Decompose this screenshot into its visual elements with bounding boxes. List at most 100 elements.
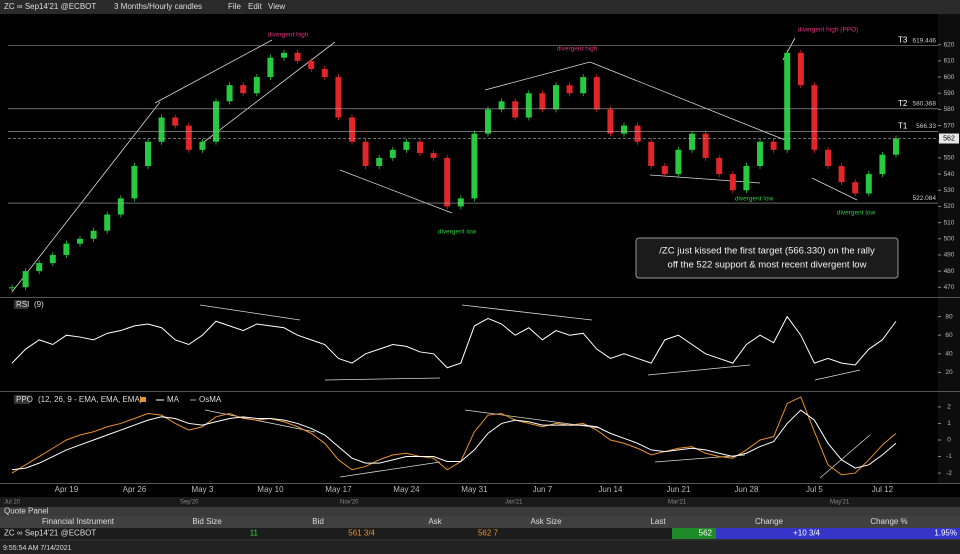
candle — [267, 58, 273, 77]
change-pct: 1.95% — [934, 529, 957, 538]
x-tick-label: Jun 21 — [666, 485, 691, 494]
instrument[interactable]: ZC ∞ Sep14'21 @ECBOT — [4, 529, 96, 538]
candle — [281, 53, 287, 58]
candle — [553, 85, 559, 109]
y-tick-label: 510 — [944, 219, 955, 226]
x-tick-label: Jul 12 — [872, 485, 894, 494]
y-tick-label: 570 — [944, 122, 955, 129]
candle — [444, 158, 450, 207]
candle — [716, 158, 722, 174]
candle — [335, 77, 341, 117]
candle — [635, 126, 641, 142]
candle — [322, 69, 328, 77]
legend-entry: MA — [167, 395, 180, 404]
column-header: Bid — [312, 517, 324, 526]
y-tick-label: 610 — [944, 58, 955, 65]
candle — [526, 93, 532, 117]
level-value: 619.446 — [913, 37, 937, 44]
candle — [104, 215, 110, 231]
x-tick-label: Jul 5 — [806, 485, 823, 494]
overview-label: Jan'21 — [505, 500, 523, 506]
candle — [417, 142, 423, 153]
y-tick-label: -1 — [946, 453, 952, 460]
candle — [675, 150, 681, 174]
menu-item[interactable]: Edit — [248, 2, 263, 11]
candle — [485, 109, 491, 133]
candle — [730, 174, 736, 190]
candle — [376, 158, 382, 166]
level-value: 580.368 — [913, 101, 937, 108]
candle — [607, 109, 613, 133]
legend-entry: OsMA — [199, 395, 222, 404]
candle — [458, 198, 464, 206]
candle — [471, 134, 477, 199]
candle — [811, 85, 817, 150]
annotation: divergent high — [557, 46, 598, 53]
note-box — [636, 238, 898, 278]
current-price-label: 562 — [943, 135, 955, 142]
candle — [91, 231, 97, 239]
bid-size: 11 — [250, 529, 259, 538]
candle — [580, 77, 586, 93]
panel-header: Quote Panel — [4, 507, 49, 516]
y-tick-label: 2 — [947, 404, 951, 411]
level-value: 522.084 — [913, 195, 937, 202]
candle — [254, 77, 260, 93]
y-tick-label: 530 — [944, 187, 955, 194]
y-tick-label: 480 — [944, 268, 955, 275]
candle — [77, 239, 83, 244]
panel-title: RSI — [16, 300, 29, 309]
candle — [186, 126, 192, 150]
menu-item[interactable]: File — [228, 2, 241, 11]
bid: 561 3/4 — [348, 529, 375, 538]
candle — [839, 166, 845, 182]
last: 562 — [699, 529, 713, 538]
status-bar — [0, 541, 960, 554]
y-tick-label: 0 — [947, 437, 951, 444]
candle — [431, 153, 437, 158]
candle — [240, 85, 246, 93]
x-tick-label: May 24 — [393, 485, 420, 494]
overview-label: Sep'20 — [180, 500, 199, 506]
y-tick-label: 40 — [945, 351, 953, 358]
candle — [825, 150, 831, 166]
annotation: divergent low — [438, 229, 477, 236]
symbol[interactable]: ZC ∞ Sep14'21 @ECBOT — [4, 2, 96, 11]
y-tick-label: 490 — [944, 252, 955, 259]
annotation: divergent high (PPO) — [798, 27, 859, 34]
candle — [227, 85, 233, 101]
level-value: 566.33 — [916, 123, 936, 130]
candle — [118, 198, 124, 214]
annotation: divergent low — [837, 210, 876, 217]
candle — [199, 142, 205, 150]
column-header: Change % — [870, 517, 907, 526]
overview-label: Nov'20 — [340, 500, 359, 506]
note-line: off the 522 support & most recent diverg… — [668, 260, 867, 271]
x-tick-label: May 3 — [192, 485, 214, 494]
candle — [567, 85, 573, 93]
candle — [757, 142, 763, 166]
panel-params: (9) — [34, 300, 44, 309]
period[interactable]: 3 Months/Hourly candles — [114, 2, 202, 11]
y-tick-label: 540 — [944, 171, 955, 178]
quote-columns-row — [0, 516, 960, 528]
panel-params: (12, 26, 9 - EMA, EMA, EMA) — [38, 395, 143, 404]
candle — [594, 77, 600, 109]
candle — [213, 101, 219, 141]
column-header: Ask Size — [530, 517, 562, 526]
candle — [539, 93, 545, 109]
y-tick-label: 550 — [944, 155, 955, 162]
candle — [390, 150, 396, 158]
column-header: Financial Instrument — [42, 517, 115, 526]
candle — [621, 126, 627, 134]
status-time: 9:55:54 AM 7/14/2021 — [3, 545, 72, 552]
menu-item[interactable]: View — [268, 2, 285, 11]
legend-swatch — [140, 397, 146, 402]
y-tick-label: 500 — [944, 236, 955, 243]
x-tick-label: Jun 28 — [734, 485, 759, 494]
y-tick-label: 470 — [944, 284, 955, 291]
overview-label: Jul 20 — [4, 500, 21, 506]
candle — [852, 182, 858, 193]
annotation: divergent high — [268, 32, 309, 39]
